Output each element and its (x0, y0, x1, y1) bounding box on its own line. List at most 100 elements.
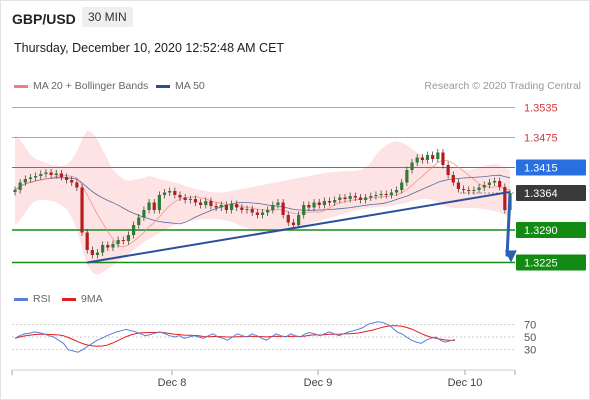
candle-body-9 (59, 173, 64, 177)
candle-body-53 (286, 215, 290, 223)
chart-credit: Research © 2020 Trading Central (424, 80, 581, 92)
candle-body-14 (85, 232, 89, 250)
candle-body-34 (188, 199, 192, 200)
candle-body-76 (405, 170, 409, 183)
candle-body-61 (327, 201, 332, 203)
level-tag-1.3290 (516, 222, 586, 238)
trendline (87, 191, 511, 264)
candle-body-85 (451, 175, 455, 183)
level-label-1.3475: 1.3475 (524, 133, 558, 145)
candle-body-83 (441, 152, 445, 165)
bollinger-band-fill (15, 130, 510, 275)
candle-body-82 (436, 152, 440, 159)
candle-body-3 (28, 177, 33, 179)
rsi-tick-30: 30 (524, 345, 536, 357)
candle-body-40 (219, 205, 223, 208)
candle-body-2 (23, 179, 27, 183)
candle-body-75 (400, 182, 404, 190)
x-label-2: Dec 10 (448, 377, 483, 389)
rsi-line (14, 321, 456, 353)
timeframe-badge[interactable]: 30 MIN (82, 7, 133, 27)
candle-body-29 (162, 192, 167, 195)
candle-body-0 (13, 190, 17, 192)
candle-body-22 (126, 235, 131, 241)
candle-body-11 (70, 180, 74, 183)
candle-body-36 (199, 202, 203, 205)
candle-body-32 (178, 195, 182, 198)
candle-body-90 (477, 187, 481, 190)
candle-body-8 (54, 173, 58, 175)
candle-body-60 (322, 201, 326, 205)
candle-body-78 (415, 157, 419, 163)
candle-body-4 (34, 176, 38, 178)
candle-body-25 (142, 210, 146, 218)
level-tag-1.3364 (516, 185, 586, 201)
candle-body-66 (353, 196, 357, 198)
candle-body-20 (116, 240, 120, 244)
candle-body-16 (95, 252, 100, 255)
legend-ma9: 9MA (62, 293, 103, 305)
candle-body-24 (137, 217, 141, 225)
candle-body-21 (121, 240, 125, 241)
candle-body-48 (260, 212, 265, 215)
candle-body-64 (343, 197, 347, 199)
rsi-ma9-line (14, 325, 455, 347)
legend-rsi-label: RSI (33, 293, 51, 305)
candle-body-42 (229, 204, 234, 210)
candle-body-52 (281, 202, 285, 215)
level-label-1.3535: 1.3535 (524, 103, 558, 115)
candle-body-92 (487, 182, 491, 185)
ma9-swatch (62, 297, 76, 301)
candle-body-27 (152, 202, 156, 210)
candle-body-43 (235, 204, 239, 208)
candle-body-19 (111, 244, 115, 248)
candle-body-58 (312, 202, 316, 208)
candle-body-23 (131, 225, 136, 235)
x-label-0: Dec 8 (158, 377, 187, 389)
candle-body-46 (250, 209, 254, 213)
level-tag-1.3415 (516, 159, 586, 176)
candle-body-41 (224, 205, 229, 210)
legend-ma50: MA 50 (156, 80, 205, 92)
legend-ma9-label: 9MA (81, 293, 103, 305)
candle-body-69 (369, 196, 373, 198)
candle-body-51 (276, 202, 280, 205)
forecast-arrow-shaft (505, 194, 512, 257)
currency-pair: GBP/USD (12, 11, 76, 27)
rsi-tick-50: 50 (524, 332, 536, 344)
candle-body-38 (209, 201, 213, 206)
candle-body-47 (255, 212, 259, 215)
candle-body-91 (482, 185, 486, 188)
level-tag-1.3225 (516, 254, 586, 271)
forecast-arrow-head (504, 250, 517, 263)
candle-body-68 (364, 197, 368, 200)
candle-body-93 (492, 181, 497, 183)
candle-body-17 (101, 245, 105, 253)
candle-body-5 (39, 174, 43, 176)
candle-body-45 (245, 209, 249, 210)
level-label-1.3290: 1.3290 (524, 225, 558, 237)
candle-body-89 (472, 190, 476, 191)
candle-body-15 (90, 250, 94, 255)
candle-body-72 (384, 194, 388, 195)
candle-body-10 (64, 177, 69, 180)
candle-body-65 (348, 196, 352, 199)
candle-body-88 (467, 190, 471, 191)
candle-body-79 (420, 157, 424, 160)
candle-body-87 (461, 189, 466, 190)
candle-body-70 (374, 195, 378, 196)
candle-body-49 (266, 210, 270, 213)
x-label-1: Dec 9 (304, 377, 333, 389)
candle-body-12 (75, 182, 79, 188)
level-label-1.3415: 1.3415 (524, 163, 558, 175)
candle-body-37 (204, 201, 208, 205)
rsi-swatch (14, 297, 28, 301)
candle-body-1 (18, 182, 22, 190)
candle-body-26 (147, 202, 151, 210)
candle-body-44 (240, 207, 244, 210)
candle-body-6 (44, 172, 48, 174)
candle-body-57 (307, 205, 311, 208)
candle-body-95 (503, 187, 507, 210)
candle-body-7 (49, 172, 53, 175)
